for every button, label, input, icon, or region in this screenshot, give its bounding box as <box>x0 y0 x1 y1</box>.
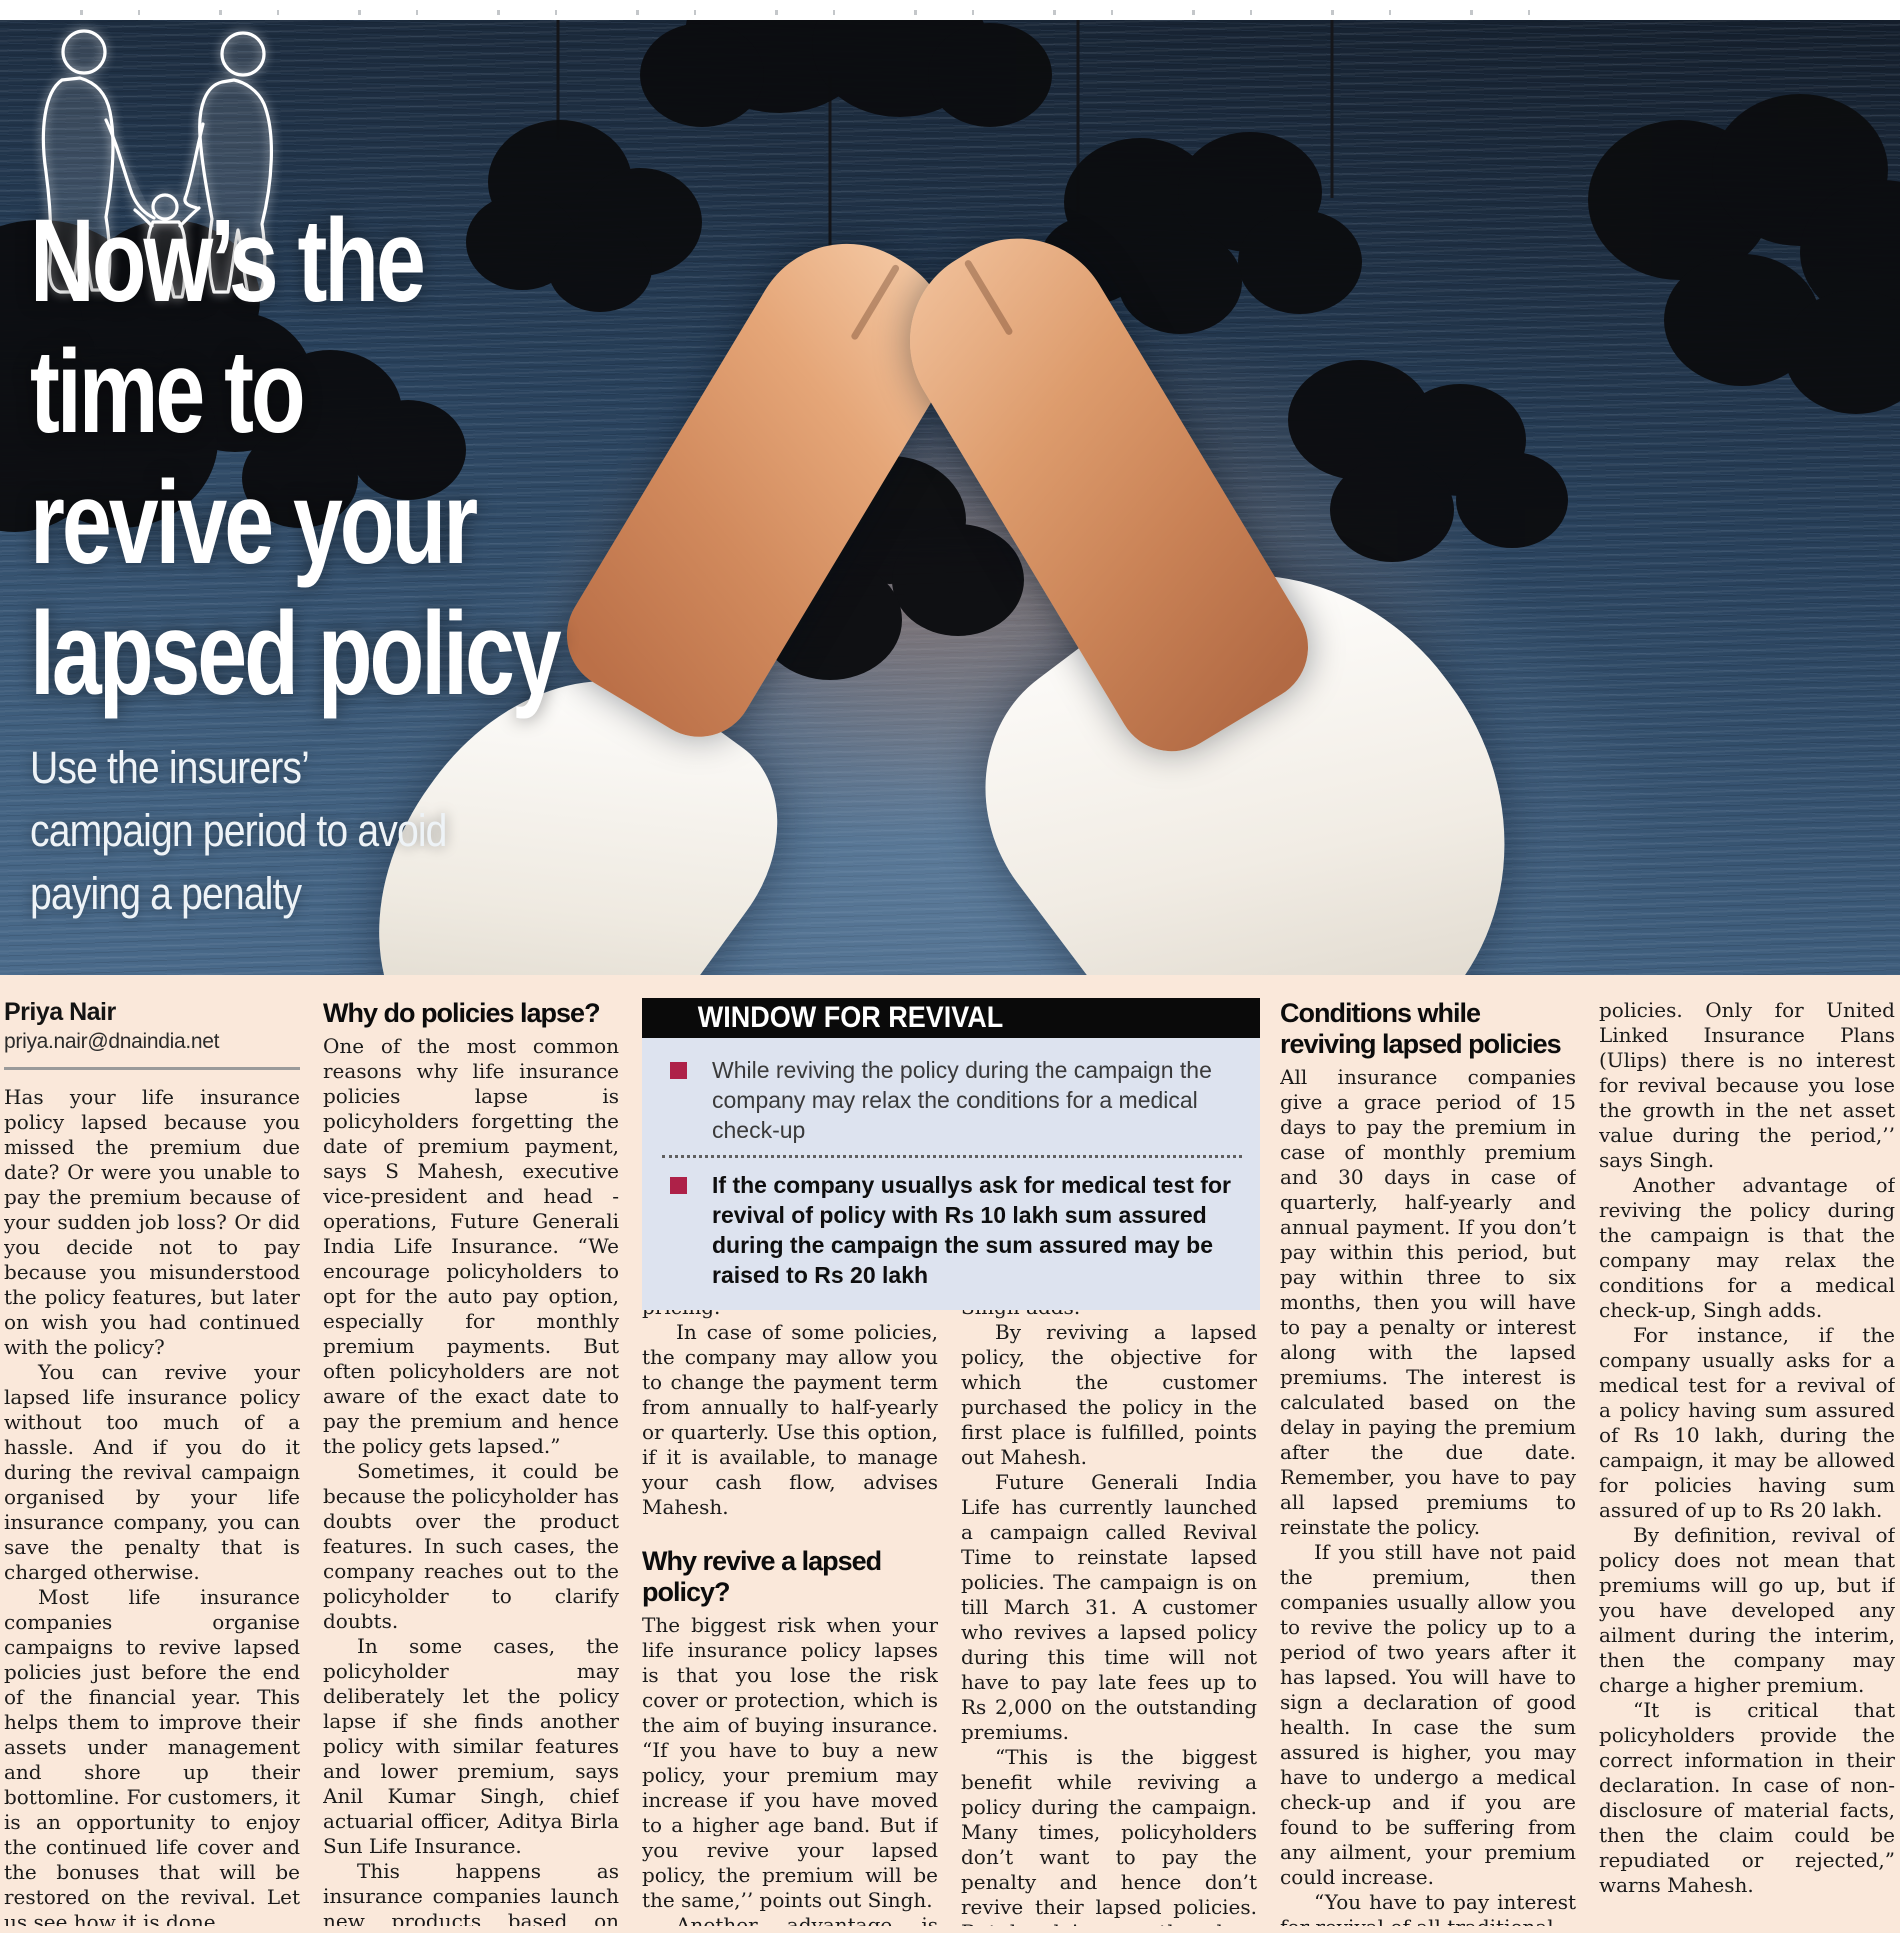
article-paragraph: For instance, if the company usually ask… <box>1599 1323 1895 1522</box>
article-paragraph: All insurance companies give a grace per… <box>1280 1065 1576 1539</box>
standfirst: Use the insurers’ campaign period to avo… <box>30 736 509 925</box>
standfirst-line: Use the insurers’ <box>30 742 310 793</box>
article-paragraph: One of the most common reasons why life … <box>323 1034 619 1458</box>
finger-gap <box>850 263 901 341</box>
section-heading: Conditions while reviving lapsed policie… <box>1280 998 1562 1059</box>
article-paragraph: Sometimes, it could be because the polic… <box>323 1459 619 1633</box>
article-column-1: Priya Nair priya.nair@dnaindia.net Has y… <box>4 998 300 1926</box>
section-heading: Why revive a lapsed policy? <box>642 1546 882 1607</box>
bullet-square-icon <box>670 1177 687 1194</box>
article-paragraph: Has your life insurance policy lapsed be… <box>4 1085 300 1359</box>
article-paragraph: In some cases, the policyholder may deli… <box>323 1634 619 1858</box>
hero-photo <box>0 20 1900 975</box>
article-paragraph: policies. Only for United Linked Insuran… <box>1599 998 1895 1172</box>
bullet-square-icon <box>670 1062 687 1079</box>
cropped-top-text-strip <box>0 0 1900 20</box>
article-column-5: Conditions while reviving lapsed policie… <box>1280 998 1576 1926</box>
standfirst-line: paying a penalty <box>30 868 302 919</box>
standfirst-line: campaign period to avoid <box>30 805 447 856</box>
headline-line: revive your <box>30 457 478 589</box>
byline: Priya Nair priya.nair@dnaindia.net <box>4 998 300 1070</box>
revival-box-header: WINDOW FOR REVIVAL <box>642 998 1260 1038</box>
dotted-separator <box>662 1155 1242 1158</box>
family-outline-icon <box>41 29 273 300</box>
headline-line: lapsed policy <box>30 588 562 720</box>
article-paragraph: “You have to pay interest for revival of… <box>1280 1890 1576 1926</box>
bullet-text: If the company usuallys ask for medical … <box>712 1172 1231 1288</box>
headline-line: Now’s the <box>30 195 426 327</box>
section-heading: Why do policies lapse? <box>323 998 601 1028</box>
article-column-2: Why do policies lapse? One of the most co… <box>323 998 619 1926</box>
article-paragraph: This happens as insurance companies laun… <box>323 1859 619 1926</box>
revival-bullet-list: While reviving the policy during the cam… <box>642 1038 1260 1310</box>
window-for-revival-box: WINDOW FOR REVIVAL While reviving the po… <box>642 998 1260 1310</box>
revival-box-title: WINDOW FOR REVIVAL <box>697 1001 1004 1034</box>
article-paragraph: The biggest risk when your life insuranc… <box>642 1613 938 1912</box>
article-paragraph: Future Generali India Life has currently… <box>961 1470 1257 1744</box>
revival-bullet: While reviving the policy during the cam… <box>662 1055 1242 1145</box>
author-name: Priya Nair <box>4 998 116 1026</box>
article-paragraph: By definition, revival of policy does no… <box>1599 1523 1895 1697</box>
article-column-3: thereby it is possible for companies to … <box>642 1245 938 1926</box>
article-paragraph: “This is the biggest benefit while reviv… <box>961 1745 1257 1926</box>
article-body: WINDOW FOR REVIVAL While reviving the po… <box>0 975 1900 1933</box>
article-paragraph: “It is critical that policyholders provi… <box>1599 1698 1895 1897</box>
article-paragraph: If you still have not paid the premium, … <box>1280 1540 1576 1889</box>
article-paragraph: Another advantage of reviving the policy… <box>1599 1173 1895 1322</box>
article-paragraph: Most life insurance companies organise c… <box>4 1585 300 1926</box>
revival-bullet: If the company usuallys ask for medical … <box>662 1170 1242 1290</box>
finger-gap <box>963 259 1014 337</box>
article-column-6: policies. Only for United Linked Insuran… <box>1599 998 1895 1926</box>
article-paragraph: By reviving a lapsed policy, the objecti… <box>961 1320 1257 1469</box>
bullet-text: While reviving the policy during the cam… <box>712 1057 1212 1143</box>
article-paragraph: You can revive your lapsed life insuranc… <box>4 1360 300 1584</box>
article-column-4: that are accrued during the policy term,… <box>961 1245 1257 1926</box>
headline-line: time to <box>30 326 306 458</box>
article-paragraph: In case of some policies, the company ma… <box>642 1320 938 1519</box>
author-email: priya.nair@dnaindia.net <box>4 1030 220 1053</box>
storm-clouds-icon <box>0 20 1900 680</box>
byline-rule <box>4 1067 300 1070</box>
article-paragraph: Another advantage is that all benefits, … <box>676 1913 938 1926</box>
headline: Now’s the time to revive your lapsed pol… <box>30 196 726 720</box>
